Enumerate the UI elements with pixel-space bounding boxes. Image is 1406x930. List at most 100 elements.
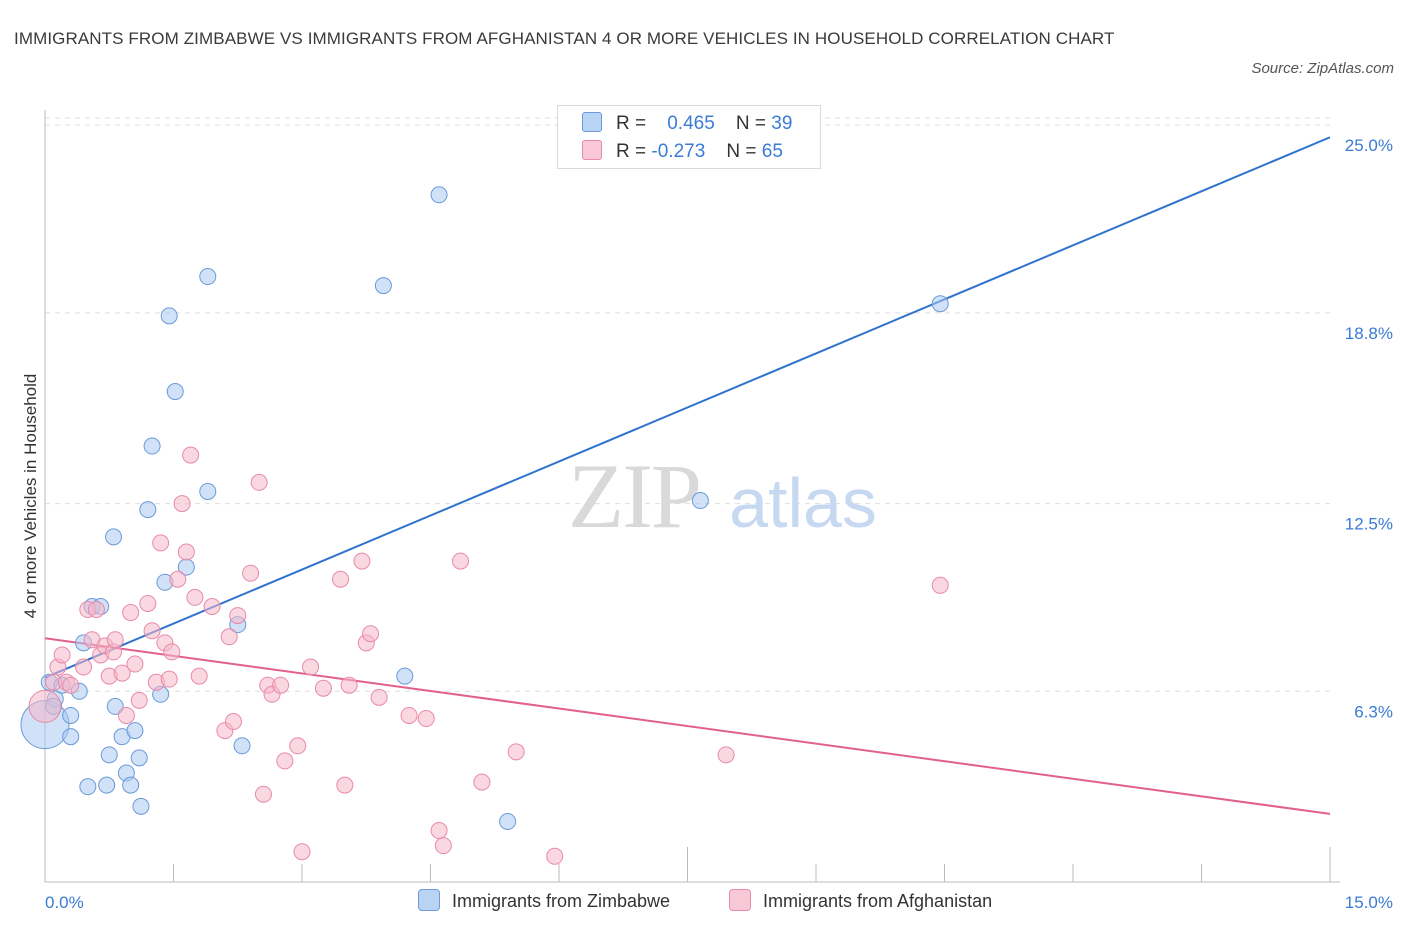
zimbabwe-point xyxy=(396,667,414,685)
afghanistan-point xyxy=(53,646,71,664)
zimbabwe-point xyxy=(233,737,251,755)
legend-n-value-zimbabwe: 39 xyxy=(771,113,793,134)
afghanistan-point xyxy=(143,622,161,640)
y-tick-label: 18.8% xyxy=(1345,324,1393,343)
afghanistan-point xyxy=(229,607,247,625)
afghanistan-point xyxy=(276,752,294,770)
zimbabwe-point xyxy=(499,812,517,830)
afghanistan-point xyxy=(272,676,290,694)
legend-r-value-afghanistan: -0.273 xyxy=(651,141,706,162)
legend-r-label: R = xyxy=(616,113,647,134)
afghanistan-point xyxy=(106,631,124,649)
afghanistan-point xyxy=(203,598,221,616)
zimbabwe-point xyxy=(62,706,80,724)
afghanistan-point xyxy=(293,843,311,861)
legend-n-value-afghanistan: 65 xyxy=(761,141,783,162)
afghanistan-point xyxy=(122,604,140,622)
afghanistan-point xyxy=(430,822,448,840)
afghanistan-point xyxy=(117,706,135,724)
afghanistan-point xyxy=(302,658,320,676)
zimbabwe-point xyxy=(100,746,118,764)
afghanistan-point xyxy=(177,543,195,561)
zimbabwe-point xyxy=(931,295,949,313)
legend-row-afghanistan: R = -0.273 N = 65 xyxy=(582,139,783,165)
afghanistan-point xyxy=(353,552,371,570)
bottom-legend-afghanistan[interactable]: Immigrants from Afghanistan xyxy=(729,889,992,912)
label-layer: 6.3% 12.5% 18.8% 25.0% 0.0% 15.0% 4 or more Ve… xyxy=(21,136,1393,912)
afghanistan-point xyxy=(182,446,200,464)
afghanistan-point xyxy=(242,564,260,582)
afghanistan-point xyxy=(289,737,307,755)
afghanistan-point xyxy=(507,743,525,761)
zimbabwe-point xyxy=(430,186,448,204)
legend-r-label: R = xyxy=(616,141,647,162)
afghanistan-point xyxy=(28,689,62,723)
zimbabwe-point xyxy=(691,492,709,510)
afghanistan-point xyxy=(340,676,358,694)
afghanistan-point xyxy=(546,847,564,865)
bottom-legend-swatch-afghanistan xyxy=(729,889,751,911)
afghanistan-point xyxy=(931,576,949,594)
afghanistan-point xyxy=(400,706,418,724)
afghanistan-point xyxy=(314,679,332,697)
afghanistan-point xyxy=(75,658,93,676)
afghanistan-point xyxy=(160,670,178,688)
legend-swatch-zimbabwe xyxy=(582,112,602,132)
afghanistan-point xyxy=(220,628,238,646)
stats-legend: R = 0.465 N = 39 R = -0.273 N = 65 xyxy=(557,105,821,169)
x-tick-label: 15.0% xyxy=(1345,893,1393,912)
afghanistan-point xyxy=(417,710,435,728)
zimbabwe-point xyxy=(62,728,80,746)
afghanistan-point xyxy=(250,473,268,491)
legend-swatch-afghanistan xyxy=(582,140,602,160)
zimbabwe-point xyxy=(199,482,217,500)
afghanistan-point xyxy=(190,667,208,685)
afghanistan-point xyxy=(126,655,144,673)
afghanistan-point xyxy=(130,691,148,709)
watermark-atlas: atlas xyxy=(729,464,877,542)
zimbabwe-point xyxy=(139,501,157,519)
grid-layer xyxy=(45,117,1330,692)
afghanistan-point xyxy=(336,776,354,794)
legend-row-zimbabwe: R = 0.465 N = 39 xyxy=(582,111,792,137)
zimbabwe-point xyxy=(143,437,161,455)
bottom-legend-label-zimbabwe: Immigrants from Zimbabwe xyxy=(452,891,671,911)
chart-title: IMMIGRANTS FROM ZIMBABWE VS IMMIGRANTS F… xyxy=(14,29,1115,48)
legend-r-value-zimbabwe: 0.465 xyxy=(667,113,715,134)
afghanistan-point xyxy=(186,588,204,606)
zimbabwe-point xyxy=(106,697,124,715)
afghanistan-point xyxy=(139,594,157,612)
legend-n-label: N = xyxy=(726,141,757,162)
zimbabwe-point xyxy=(199,268,217,286)
afghanistan-point xyxy=(434,837,452,855)
zimbabwe-trendline xyxy=(44,136,1331,679)
y-tick-label: 6.3% xyxy=(1354,702,1393,721)
afghanistan-point xyxy=(163,643,181,661)
source-label: Source: ZipAtlas.com xyxy=(1251,60,1394,77)
zimbabwe-point xyxy=(130,749,148,767)
zimbabwe-point xyxy=(122,776,140,794)
bottom-legend-label-afghanistan: Immigrants from Afghanistan xyxy=(763,891,993,911)
legend-n-label: N = xyxy=(735,113,767,134)
y-tick-label: 12.5% xyxy=(1345,515,1393,534)
y-axis-label: 4 or more Vehicles in Household xyxy=(21,374,40,619)
afghanistan-point xyxy=(254,785,272,803)
zimbabwe-point xyxy=(132,797,150,815)
afghanistan-point xyxy=(152,534,170,552)
zimbabwe-point xyxy=(105,528,123,546)
zimbabwe-point xyxy=(374,277,392,295)
points-layer xyxy=(20,186,949,865)
afghanistan-point xyxy=(87,601,105,619)
zimbabwe-point xyxy=(126,722,144,740)
y-tick-label: 25.0% xyxy=(1345,136,1393,155)
afghanistan-point xyxy=(473,773,491,791)
afghanistan-point xyxy=(224,713,242,731)
afghanistan-point xyxy=(451,552,469,570)
x-tick-label: 0.0% xyxy=(45,893,84,912)
bottom-legend-zimbabwe[interactable]: Immigrants from Zimbabwe xyxy=(418,889,670,912)
zimbabwe-point xyxy=(98,776,116,794)
afghanistan-point xyxy=(370,688,388,706)
zimbabwe-point xyxy=(79,778,97,796)
afghanistan-trendline xyxy=(44,637,1331,815)
